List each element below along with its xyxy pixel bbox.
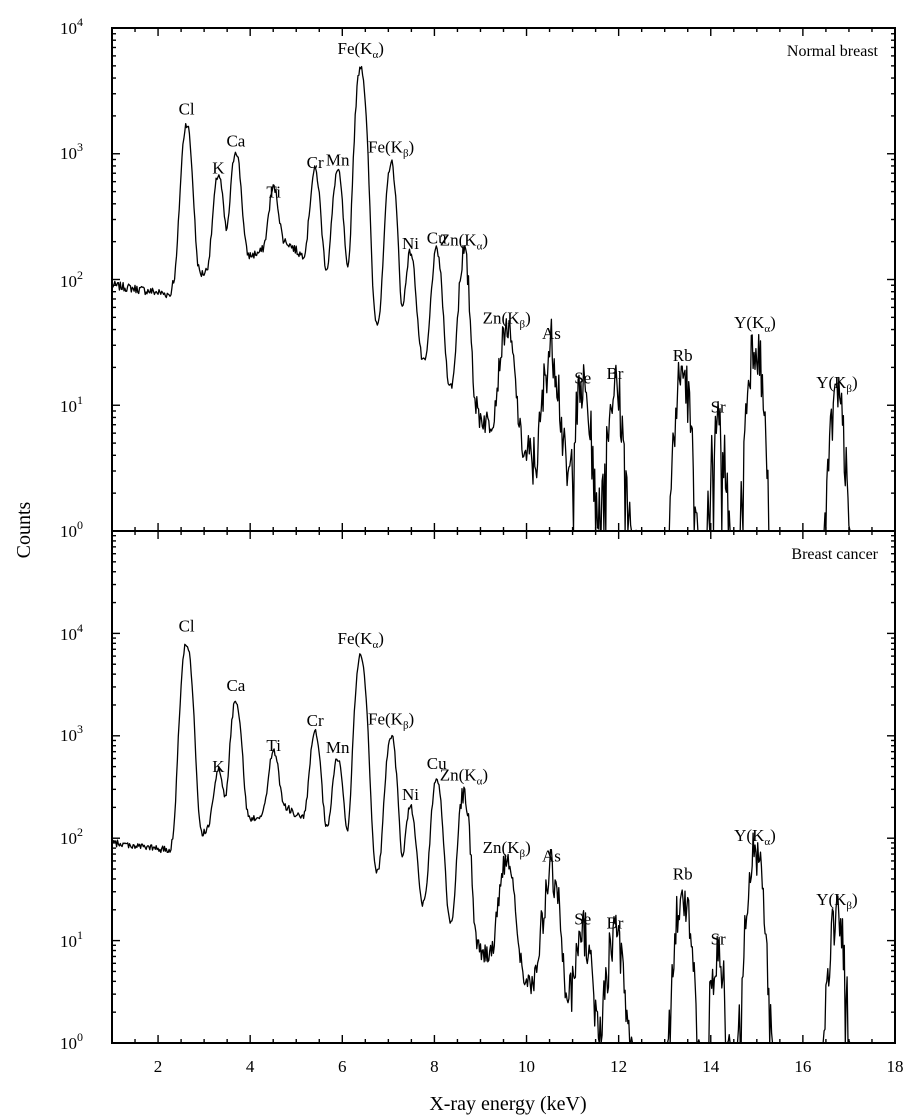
x-axis-tick-labels: 2 4 6 8 10 12 14 16 18 [154, 1057, 904, 1076]
peak-label: Ni [402, 785, 419, 804]
peak-label: Cr [307, 153, 324, 172]
peak-label: Cl [179, 99, 195, 118]
peak-label: Ti [266, 736, 281, 755]
peak-label: Zn(Kα) [440, 230, 488, 252]
peak-label: Fe(Kβ) [368, 710, 414, 732]
x-tick-label: 10 [518, 1057, 535, 1076]
x-tick-label: 8 [430, 1057, 439, 1076]
x-tick-label: 16 [794, 1057, 811, 1076]
peak-label: Ni [402, 234, 419, 253]
peak-label: Rb [673, 865, 693, 884]
peak-label: Br [606, 914, 623, 933]
peak-label: Ca [226, 131, 245, 150]
peak-label: Sr [711, 398, 726, 417]
peak-label: As [542, 847, 561, 866]
y-tick-label: 100 [60, 1030, 83, 1053]
peak-label: Cr [307, 711, 324, 730]
peak-label: Se [574, 909, 591, 928]
peak-label: Cu [427, 754, 447, 773]
normal-breast-panel: 100 101 102 103 104 Normal breast Cl KCa Ti Cr Mn F… [60, 15, 896, 541]
peak-label: Fe(Kα) [338, 629, 384, 651]
y-tick-label: 104 [60, 15, 83, 38]
y-tick-label: 103 [60, 140, 83, 163]
peak-label: Zn(Kβ) [483, 838, 531, 860]
x-tick-label: 2 [154, 1057, 163, 1076]
peak-label: Se [574, 368, 591, 387]
y-tick-label: 100 [60, 518, 83, 541]
peak-label: Zn(Kβ) [483, 308, 531, 330]
y-axis-title: Counts [13, 501, 35, 558]
y-tick-label: 102 [60, 268, 83, 291]
peak-label: Cl [179, 616, 195, 635]
plot-frame [111, 27, 896, 532]
peak-label: Sr [711, 929, 726, 948]
y-tick-label: 103 [60, 722, 83, 745]
x-tick-label: 14 [702, 1057, 720, 1076]
x-tick-label: 18 [887, 1057, 904, 1076]
y-tick-label: 101 [60, 928, 83, 951]
peak-label: Y(Kα) [734, 313, 776, 335]
x-tick-label: 12 [610, 1057, 627, 1076]
y-tick-label: 102 [60, 825, 83, 848]
y-tick-label: 101 [60, 393, 83, 416]
peak-label: Mn [326, 738, 350, 757]
peak-label: K [212, 757, 225, 776]
peak-label: Y(Kα) [734, 826, 776, 848]
peak-label: Zn(Kα) [440, 765, 488, 787]
x-tick-label: 6 [338, 1057, 347, 1076]
peak-label: Y(Kβ) [816, 890, 858, 912]
plot-frame [111, 530, 896, 1044]
peak-label: Br [606, 364, 623, 383]
peak-label: Fe(Kα) [338, 39, 384, 61]
peak-label: K [212, 158, 225, 177]
peak-label: Ti [266, 183, 281, 202]
spectrum-line [111, 643, 895, 1044]
y-tick-label: 104 [60, 621, 83, 644]
peak-label: Fe(Kβ) [368, 138, 414, 160]
peak-label: Cu [427, 229, 447, 248]
spectrum-line [111, 65, 895, 532]
peak-label: Rb [673, 346, 693, 365]
panel-title: Normal breast [787, 43, 879, 60]
x-axis-title: X-ray energy (keV) [429, 1093, 586, 1115]
x-tick-label: 4 [246, 1057, 255, 1076]
peak-label: As [542, 324, 561, 343]
peak-label: Y(Kβ) [816, 373, 858, 395]
peak-label: Ca [226, 676, 245, 695]
panel-title: Breast cancer [791, 546, 878, 563]
peak-label: Mn [326, 150, 350, 169]
